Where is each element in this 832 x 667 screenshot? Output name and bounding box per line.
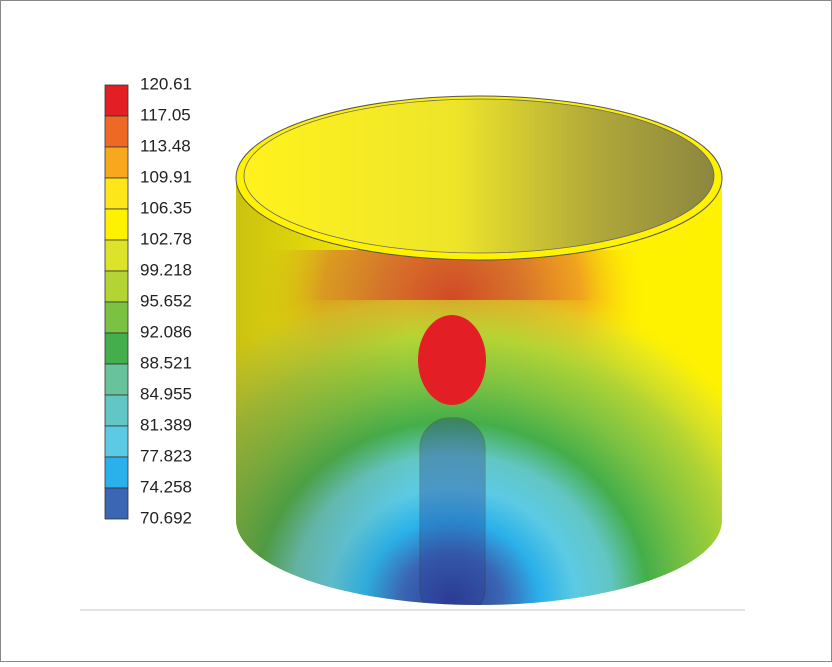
legend-label: 102.78 <box>140 229 192 248</box>
legend-label: 120.61 <box>140 74 192 93</box>
legend-swatch <box>104 394 129 427</box>
legend-swatch <box>104 301 129 334</box>
legend-swatch <box>104 208 129 241</box>
legend-swatch <box>104 146 129 179</box>
legend-swatch <box>104 177 129 210</box>
legend-label: 70.692 <box>140 508 192 527</box>
legend-label: 117.05 <box>140 105 191 124</box>
legend-swatch <box>104 425 129 458</box>
legend-swatch <box>104 363 129 396</box>
legend-swatch <box>104 332 129 365</box>
legend-swatch <box>104 456 129 489</box>
legend-label: 95.652 <box>140 291 192 310</box>
legend-label: 84.955 <box>140 384 192 403</box>
legend-label: 113.48 <box>140 136 191 155</box>
legend-label: 106.35 <box>140 198 192 217</box>
legend-swatch <box>104 487 129 520</box>
legend-label: 74.258 <box>140 477 192 496</box>
legend: 120.61 117.05 113.48 109.91 106.35 102.78 99.2… <box>104 74 192 527</box>
cylinder <box>235 95 723 605</box>
legend-swatch <box>104 270 129 303</box>
legend-label: 81.389 <box>140 415 192 434</box>
legend-label: 99.218 <box>140 260 192 279</box>
legend-swatch <box>104 84 129 117</box>
legend-label: 77.823 <box>140 446 192 465</box>
legend-swatch <box>104 239 129 272</box>
legend-swatch <box>104 115 129 148</box>
legend-label: 109.91 <box>140 167 192 186</box>
legend-label: 88.521 <box>140 353 192 372</box>
legend-label: 92.086 <box>140 322 192 341</box>
